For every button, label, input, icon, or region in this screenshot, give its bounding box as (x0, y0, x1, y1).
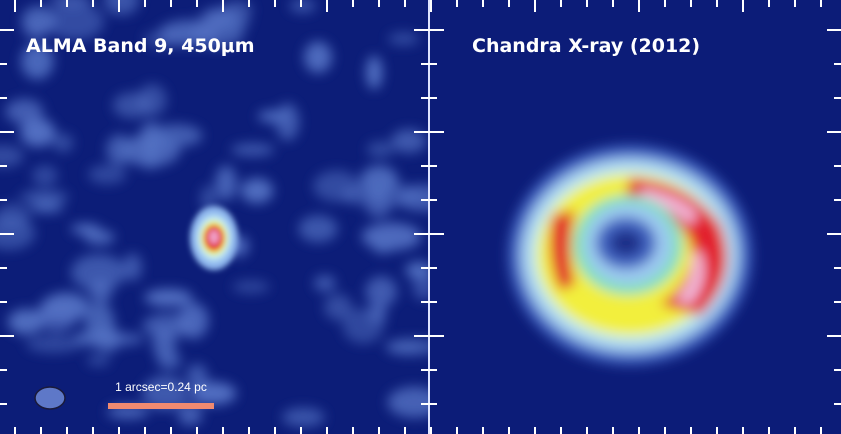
noise-blob (373, 239, 393, 254)
noise-blob (343, 308, 384, 344)
scale-bar-label: 1 arcsec=0.24 pc (115, 380, 207, 394)
panel-title: ALMA Band 9, 450μm (26, 35, 255, 57)
xray-ring (508, 145, 752, 365)
noise-blob (215, 165, 236, 200)
figure: 1 arcsec=0.24 pc ALMA Band 9, 450μm Chan… (0, 0, 841, 434)
noise-blob (26, 336, 81, 353)
noise-blob (52, 133, 73, 152)
noise-blob (73, 331, 119, 347)
noise-blob (113, 92, 152, 118)
noise-blob (282, 408, 325, 427)
alma-source (190, 206, 238, 270)
noise-blob (123, 253, 142, 281)
noise-blob (366, 56, 382, 90)
noise-blob (231, 143, 275, 156)
noise-blob (232, 281, 270, 294)
noise-blob (87, 355, 110, 366)
panel-title: Chandra X-ray (2012) (472, 35, 700, 57)
noise-blob (313, 170, 360, 201)
noise-blob (5, 99, 43, 124)
noise-blob (367, 141, 394, 158)
noise-blob (144, 289, 192, 306)
noise-blob (71, 224, 101, 235)
noise-blob (258, 110, 290, 122)
noise-blob (298, 215, 337, 242)
noise-blob (388, 33, 420, 45)
scale-bar (108, 403, 214, 409)
panel-divider (428, 0, 430, 434)
beam-ellipse (35, 387, 65, 409)
noise-blob (30, 202, 64, 212)
noise-blob (152, 327, 175, 359)
noise-blob (365, 276, 397, 307)
noise-blob (36, 296, 78, 333)
noise-blob (304, 41, 332, 72)
noise-blob (32, 165, 58, 186)
chandra-panel: Chandra X-ray (2012) (430, 0, 841, 434)
noise-blob (314, 275, 336, 291)
noise-blob (151, 124, 203, 147)
noise-blob (71, 254, 126, 291)
noise-blob (241, 178, 274, 203)
noise-blob (88, 165, 126, 184)
noise-blob (213, 16, 249, 30)
alma-panel: 1 arcsec=0.24 pc ALMA Band 9, 450μm (0, 0, 451, 434)
noise-blob (369, 184, 423, 206)
noise-blob (20, 191, 69, 203)
